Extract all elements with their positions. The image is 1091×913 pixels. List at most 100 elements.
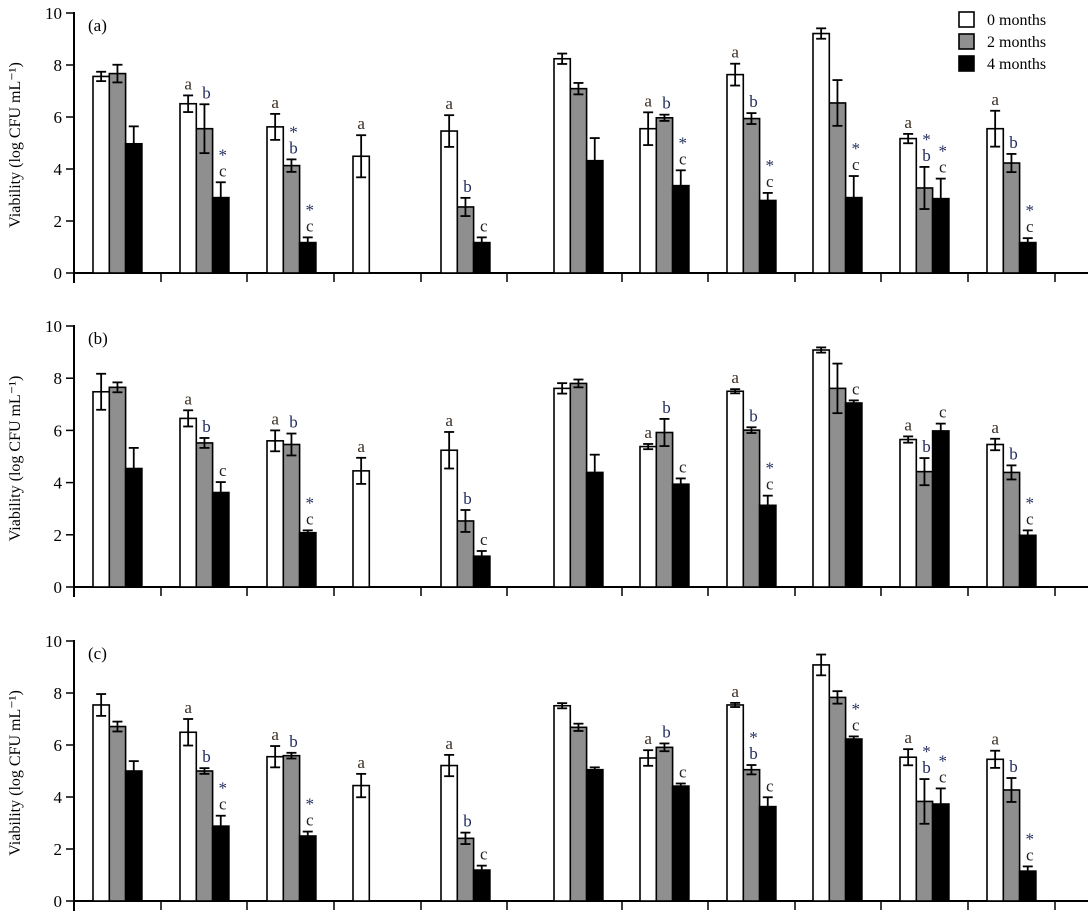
bar — [108, 386, 127, 588]
significance-asterisk: * — [219, 145, 228, 164]
significance-letter: b — [463, 177, 472, 196]
significance-letter: c — [766, 172, 774, 191]
significance-letter: c — [219, 161, 227, 180]
significance-letter: a — [731, 368, 739, 387]
bar — [298, 835, 317, 902]
bar — [844, 738, 863, 902]
significance-letter: c — [306, 811, 314, 830]
significance-letter: a — [271, 725, 279, 744]
y-axis-label: Viability (log CFU mL⁻¹) — [7, 62, 24, 228]
significance-letter: a — [184, 74, 192, 93]
significance-letter: a — [904, 415, 912, 434]
significance-letter: b — [202, 417, 211, 436]
y-tick-label: 8 — [54, 684, 63, 703]
bar — [639, 757, 658, 902]
bar — [639, 445, 658, 588]
significance-letter: b — [463, 812, 472, 831]
significance-letter: b — [202, 747, 211, 766]
significance-letter: a — [445, 734, 453, 753]
y-tick-label: 2 — [54, 212, 63, 231]
significance-asterisk: * — [679, 133, 688, 152]
bar — [655, 431, 674, 588]
significance-letter: b — [662, 398, 671, 417]
bar — [986, 758, 1005, 902]
significance-letter: b — [922, 437, 931, 456]
significance-letter: a — [731, 43, 739, 62]
significance-letter: c — [679, 149, 687, 168]
significance-letter: b — [289, 138, 298, 157]
bar — [124, 142, 143, 274]
significance-asterisk: * — [306, 200, 315, 219]
y-tick-label: 6 — [54, 421, 63, 440]
bar — [758, 199, 777, 274]
y-tick-label: 0 — [54, 264, 63, 283]
bar — [726, 390, 745, 588]
significance-letter: b — [662, 94, 671, 113]
bar — [282, 164, 301, 274]
y-tick-label: 6 — [54, 736, 63, 755]
bar — [726, 73, 745, 274]
significance-letter: b — [922, 758, 931, 777]
significance-letter: b — [289, 732, 298, 751]
bar — [553, 704, 572, 902]
bar — [352, 784, 371, 902]
bar — [553, 387, 572, 588]
bar — [899, 137, 918, 274]
bar — [282, 754, 301, 902]
significance-letter: c — [939, 158, 947, 177]
y-axis-label: Viability (log CFU mL⁻¹) — [7, 690, 24, 856]
significance-letter: b — [289, 413, 298, 432]
y-tick-label: 4 — [54, 788, 63, 807]
significance-letter: a — [357, 114, 365, 133]
bar — [639, 127, 658, 274]
y-tick-label: 0 — [54, 578, 63, 597]
significance-letter: b — [1009, 757, 1018, 776]
y-tick-label: 10 — [45, 4, 62, 23]
bar — [108, 725, 127, 902]
significance-letter: c — [679, 762, 687, 781]
significance-asterisk: * — [922, 742, 931, 761]
significance-letter: b — [749, 406, 758, 425]
significance-letter: c — [679, 457, 687, 476]
bar — [108, 72, 127, 274]
y-tick-label: 8 — [54, 56, 63, 75]
bar — [179, 731, 198, 902]
significance-letter: a — [357, 437, 365, 456]
panel-label: (b) — [88, 329, 108, 348]
significance-letter: c — [1026, 845, 1034, 864]
significance-letter: a — [991, 730, 999, 749]
legend-swatch — [958, 33, 975, 50]
panel-b: 0 2 4 6 8 10 (b) Viability (log CFU mL⁻¹) a a a a a a… — [7, 317, 1088, 597]
panel-a: 0 2 4 6 8 10 (a) Viability (log CFU mL⁻¹) a a a a a a… — [7, 4, 1088, 283]
bar — [440, 130, 459, 274]
bar — [92, 704, 111, 902]
bar — [569, 726, 588, 902]
bar — [352, 470, 371, 588]
significance-letter: c — [1026, 509, 1034, 528]
significance-asterisk: * — [766, 459, 775, 478]
bar — [92, 390, 111, 588]
bar — [92, 75, 111, 274]
significance-letter: a — [184, 698, 192, 717]
significance-asterisk: * — [922, 130, 931, 149]
significance-letter: a — [904, 728, 912, 747]
significance-letter: a — [731, 682, 739, 701]
bar — [195, 442, 214, 588]
significance-letter: c — [852, 379, 860, 398]
y-axis-label: Viability (log CFU mL⁻¹) — [7, 376, 24, 542]
significance-letter: b — [922, 146, 931, 165]
significance-letter: c — [939, 767, 947, 786]
significance-asterisk: * — [1026, 829, 1035, 848]
y-tick-label: 10 — [45, 317, 62, 336]
significance-letter: a — [271, 93, 279, 112]
bar — [266, 755, 285, 902]
bar — [298, 531, 317, 588]
panel-c: 0 2 4 6 8 10 (c) Viability (log CFU mL⁻¹) a a a a a a… — [7, 632, 1088, 911]
significance-asterisk: * — [939, 751, 948, 770]
y-tick-label: 4 — [54, 474, 63, 493]
significance-letter: c — [766, 475, 774, 494]
significance-letter: c — [306, 509, 314, 528]
significance-letter: a — [991, 418, 999, 437]
bar — [671, 483, 690, 588]
significance-letter: c — [219, 795, 227, 814]
